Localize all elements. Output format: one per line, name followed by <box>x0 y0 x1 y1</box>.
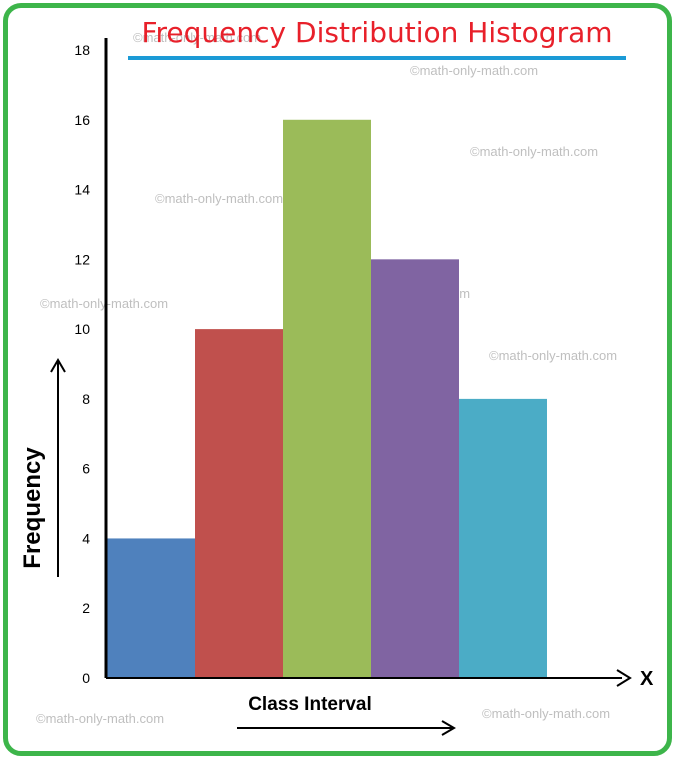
watermark-text: ©math-only-math.com <box>410 63 538 78</box>
green-rounded-frame <box>3 3 672 756</box>
x-axis-arrowhead <box>616 669 632 687</box>
watermark-text: ©math-only-math.com <box>36 711 164 726</box>
histogram-bar <box>195 329 283 678</box>
y-tick-label: 0 <box>82 670 90 686</box>
histogram-bar <box>107 538 195 678</box>
y-tick-label: 16 <box>74 112 90 128</box>
y-label-arrowhead <box>50 358 66 373</box>
y-tick-label: 2 <box>82 600 90 616</box>
histogram-bar <box>371 259 459 678</box>
y-tick-label: 6 <box>82 461 90 477</box>
watermark-text: ©math-only-math.com <box>482 706 610 721</box>
y-tick-labels: 0 2 4 6 8 10 12 14 16 18 <box>74 42 90 686</box>
y-axis-label: Frequency <box>19 447 46 569</box>
y-tick-label: 10 <box>74 321 90 337</box>
watermark-text: ©math-only-math.com <box>40 296 168 311</box>
x-label-arrowhead <box>441 720 456 736</box>
watermark-text: ©math-only-math.com <box>155 191 283 206</box>
histogram-bar <box>283 119 371 679</box>
histogram-bar <box>459 398 547 678</box>
watermark-text: ©math-only-math.com <box>133 30 261 45</box>
chart-title: Frequency Distribution Histogram <box>141 16 612 49</box>
y-tick-label: 14 <box>74 182 90 198</box>
watermark-text: ©math-only-math.com <box>489 348 617 363</box>
x-axis-letter: X <box>640 668 654 690</box>
bars-group <box>107 119 547 679</box>
watermark-text: ©math-only-math.com <box>470 144 598 159</box>
y-tick-label: 8 <box>82 391 90 407</box>
x-axis-label: Class Interval <box>248 694 372 715</box>
y-tick-label: 12 <box>74 251 90 267</box>
y-tick-label: 4 <box>82 530 90 546</box>
y-tick-label: 18 <box>74 42 90 58</box>
